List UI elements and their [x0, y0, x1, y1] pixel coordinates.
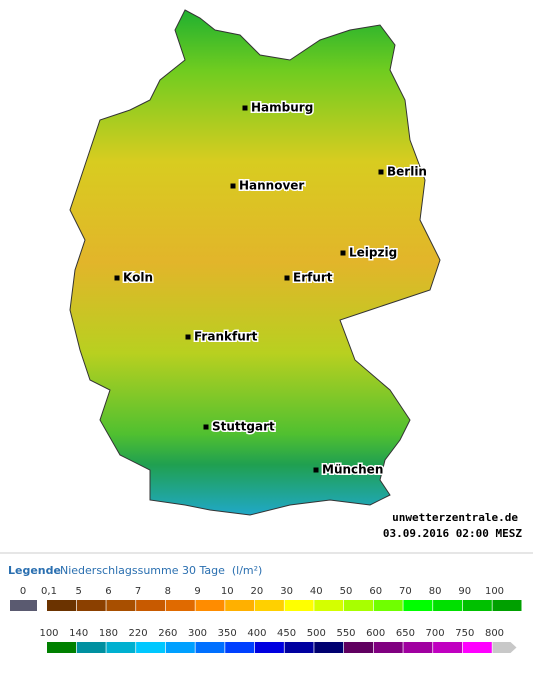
legend-swatch	[314, 642, 344, 653]
city-label: Frankfurt	[194, 330, 258, 344]
timestamp: 03.09.2016 02:00 MESZ	[383, 527, 522, 540]
legend-swatch	[284, 642, 314, 653]
legend-label: 750	[455, 628, 474, 639]
legend-label: 6	[105, 586, 111, 597]
legend-swatch	[195, 600, 225, 611]
legend-swatch	[433, 600, 463, 611]
legend-swatch	[433, 642, 463, 653]
legend-swatch	[344, 600, 373, 611]
legend-label: 700	[426, 628, 445, 639]
legend-swatch	[492, 600, 522, 611]
legend-label: 8	[165, 586, 171, 597]
legend-label: 300	[188, 628, 207, 639]
legend-label: 90	[458, 586, 471, 597]
city-dot	[230, 183, 236, 189]
city-dot	[114, 275, 120, 281]
legend-label: 5	[76, 586, 82, 597]
legend-label: 350	[218, 628, 237, 639]
legend-swatch	[225, 642, 255, 653]
legend-label: 100	[485, 586, 504, 597]
legend-label: 650	[396, 628, 415, 639]
legend-label: 60	[369, 586, 382, 597]
legend-label: 180	[99, 628, 118, 639]
legend-swatch	[254, 600, 284, 611]
legend-swatch	[195, 642, 225, 653]
legend-swatch	[165, 600, 195, 611]
legend-swatch	[403, 642, 433, 653]
city-label: Berlin	[387, 165, 427, 179]
legend: 0 0,1 5 6 7 8 9 10 20 30 40 50 60 70 80 90 100 100 140 180 2…	[10, 586, 522, 653]
city-label: München	[322, 463, 383, 477]
legend-swatch	[76, 642, 106, 653]
city-dot	[284, 275, 290, 281]
legend-label: 0	[20, 586, 26, 597]
legend-label: 50	[340, 586, 353, 597]
city-dot	[340, 250, 346, 256]
legend-swatch	[136, 642, 166, 653]
legend-label: 9	[194, 586, 200, 597]
city-label: Stuttgart	[212, 420, 275, 434]
legend-label: 500	[307, 628, 326, 639]
legend-label: 600	[366, 628, 385, 639]
legend-swatch	[225, 600, 255, 611]
city-dot	[378, 169, 384, 175]
legend-swatch	[462, 642, 492, 653]
legend-label: 800	[485, 628, 504, 639]
legend-label: 80	[429, 586, 442, 597]
legend-swatch	[106, 600, 136, 611]
legend-label: 7	[135, 586, 141, 597]
legend-title: Legende	[8, 564, 61, 577]
legend-label: 450	[277, 628, 296, 639]
legend-swatch	[106, 642, 136, 653]
legend-swatch	[284, 600, 314, 611]
city-label: Leipzig	[349, 246, 397, 260]
legend-swatch	[165, 642, 195, 653]
legend-label: 260	[158, 628, 177, 639]
legend-swatch	[47, 642, 76, 653]
legend-subtitle: Niederschlagssumme 30 Tage (l/m²)	[60, 564, 262, 577]
watermark: unwetterzentrale.de	[392, 511, 518, 524]
legend-swatch	[462, 600, 492, 611]
legend-swatch	[76, 600, 106, 611]
legend-label: 40	[310, 586, 323, 597]
legend-label: 100	[39, 628, 58, 639]
legend-swatch	[373, 600, 403, 611]
legend-swatch	[403, 600, 433, 611]
legend-swatch	[136, 600, 166, 611]
city-label: Erfurt	[293, 271, 333, 285]
legend-swatch	[373, 642, 403, 653]
city-dot	[313, 467, 319, 473]
city-dot	[203, 424, 209, 430]
legend-label: 220	[129, 628, 148, 639]
city-label: Hamburg	[251, 101, 313, 115]
city-label: Koln	[123, 271, 153, 285]
legend-label: 70	[399, 586, 412, 597]
city-layer: Hamburg Hannover Berlin Leipzig Erfurt Koln Fr…	[114, 99, 428, 478]
legend-label: 550	[336, 628, 355, 639]
germany-map	[69, 9, 441, 516]
legend-label: 0,1	[41, 586, 57, 597]
legend-label: 400	[247, 628, 266, 639]
legend-swatch	[254, 642, 284, 653]
legend-label: 20	[251, 586, 264, 597]
legend-swatch	[314, 600, 344, 611]
legend-label: 30	[280, 586, 293, 597]
legend-label: 10	[221, 586, 234, 597]
legend-arrow	[492, 642, 517, 653]
legend-swatch	[10, 600, 37, 611]
legend-swatch	[47, 600, 76, 611]
legend-label: 140	[69, 628, 88, 639]
city-dot	[185, 334, 191, 340]
city-label: Hannover	[239, 179, 304, 193]
legend-swatch	[344, 642, 373, 653]
city-dot	[242, 105, 248, 111]
